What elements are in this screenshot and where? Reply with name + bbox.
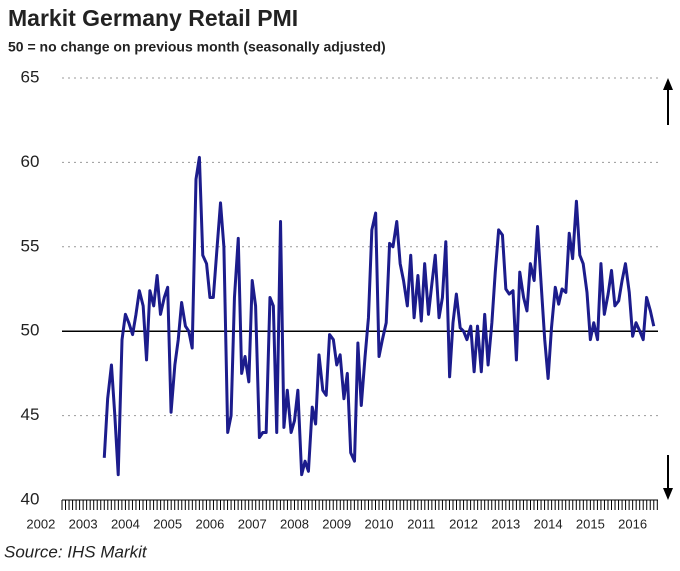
x-tick-label: 2003 [69,516,98,531]
x-tick-label: 2007 [238,516,267,531]
x-tick-label: 2010 [365,516,394,531]
x-tick-label: 2006 [195,516,224,531]
y-tick-label: 50 [21,321,40,340]
arrows [663,78,673,500]
y-tick-label: 45 [21,405,40,424]
x-tick-label: 2009 [322,516,351,531]
source: Source: IHS Markit [4,542,148,561]
x-tick-label: 2008 [280,516,309,531]
y-tick-label: 55 [21,236,40,255]
x-tick-label: 2015 [576,516,605,531]
y-tick-label: 60 [21,152,40,171]
data-line [102,155,656,477]
y-tick-label: 65 [21,67,40,86]
x-tick-label: 2004 [111,516,140,531]
chart-subtitle: 50 = no change on previous month (season… [8,39,386,55]
x-tick-label: 2013 [491,516,520,531]
y-tick-label: 40 [21,489,40,508]
x-tick-label: 2016 [618,516,647,531]
x-tick-label: 2014 [534,516,563,531]
chart-title: Markit Germany Retail PMI [8,5,298,31]
x-tick-label: 2012 [449,516,478,531]
x-tick-label: 2002 [26,516,55,531]
x-tick-label: 2011 [407,516,435,531]
x-tick-label: 2005 [153,516,182,531]
